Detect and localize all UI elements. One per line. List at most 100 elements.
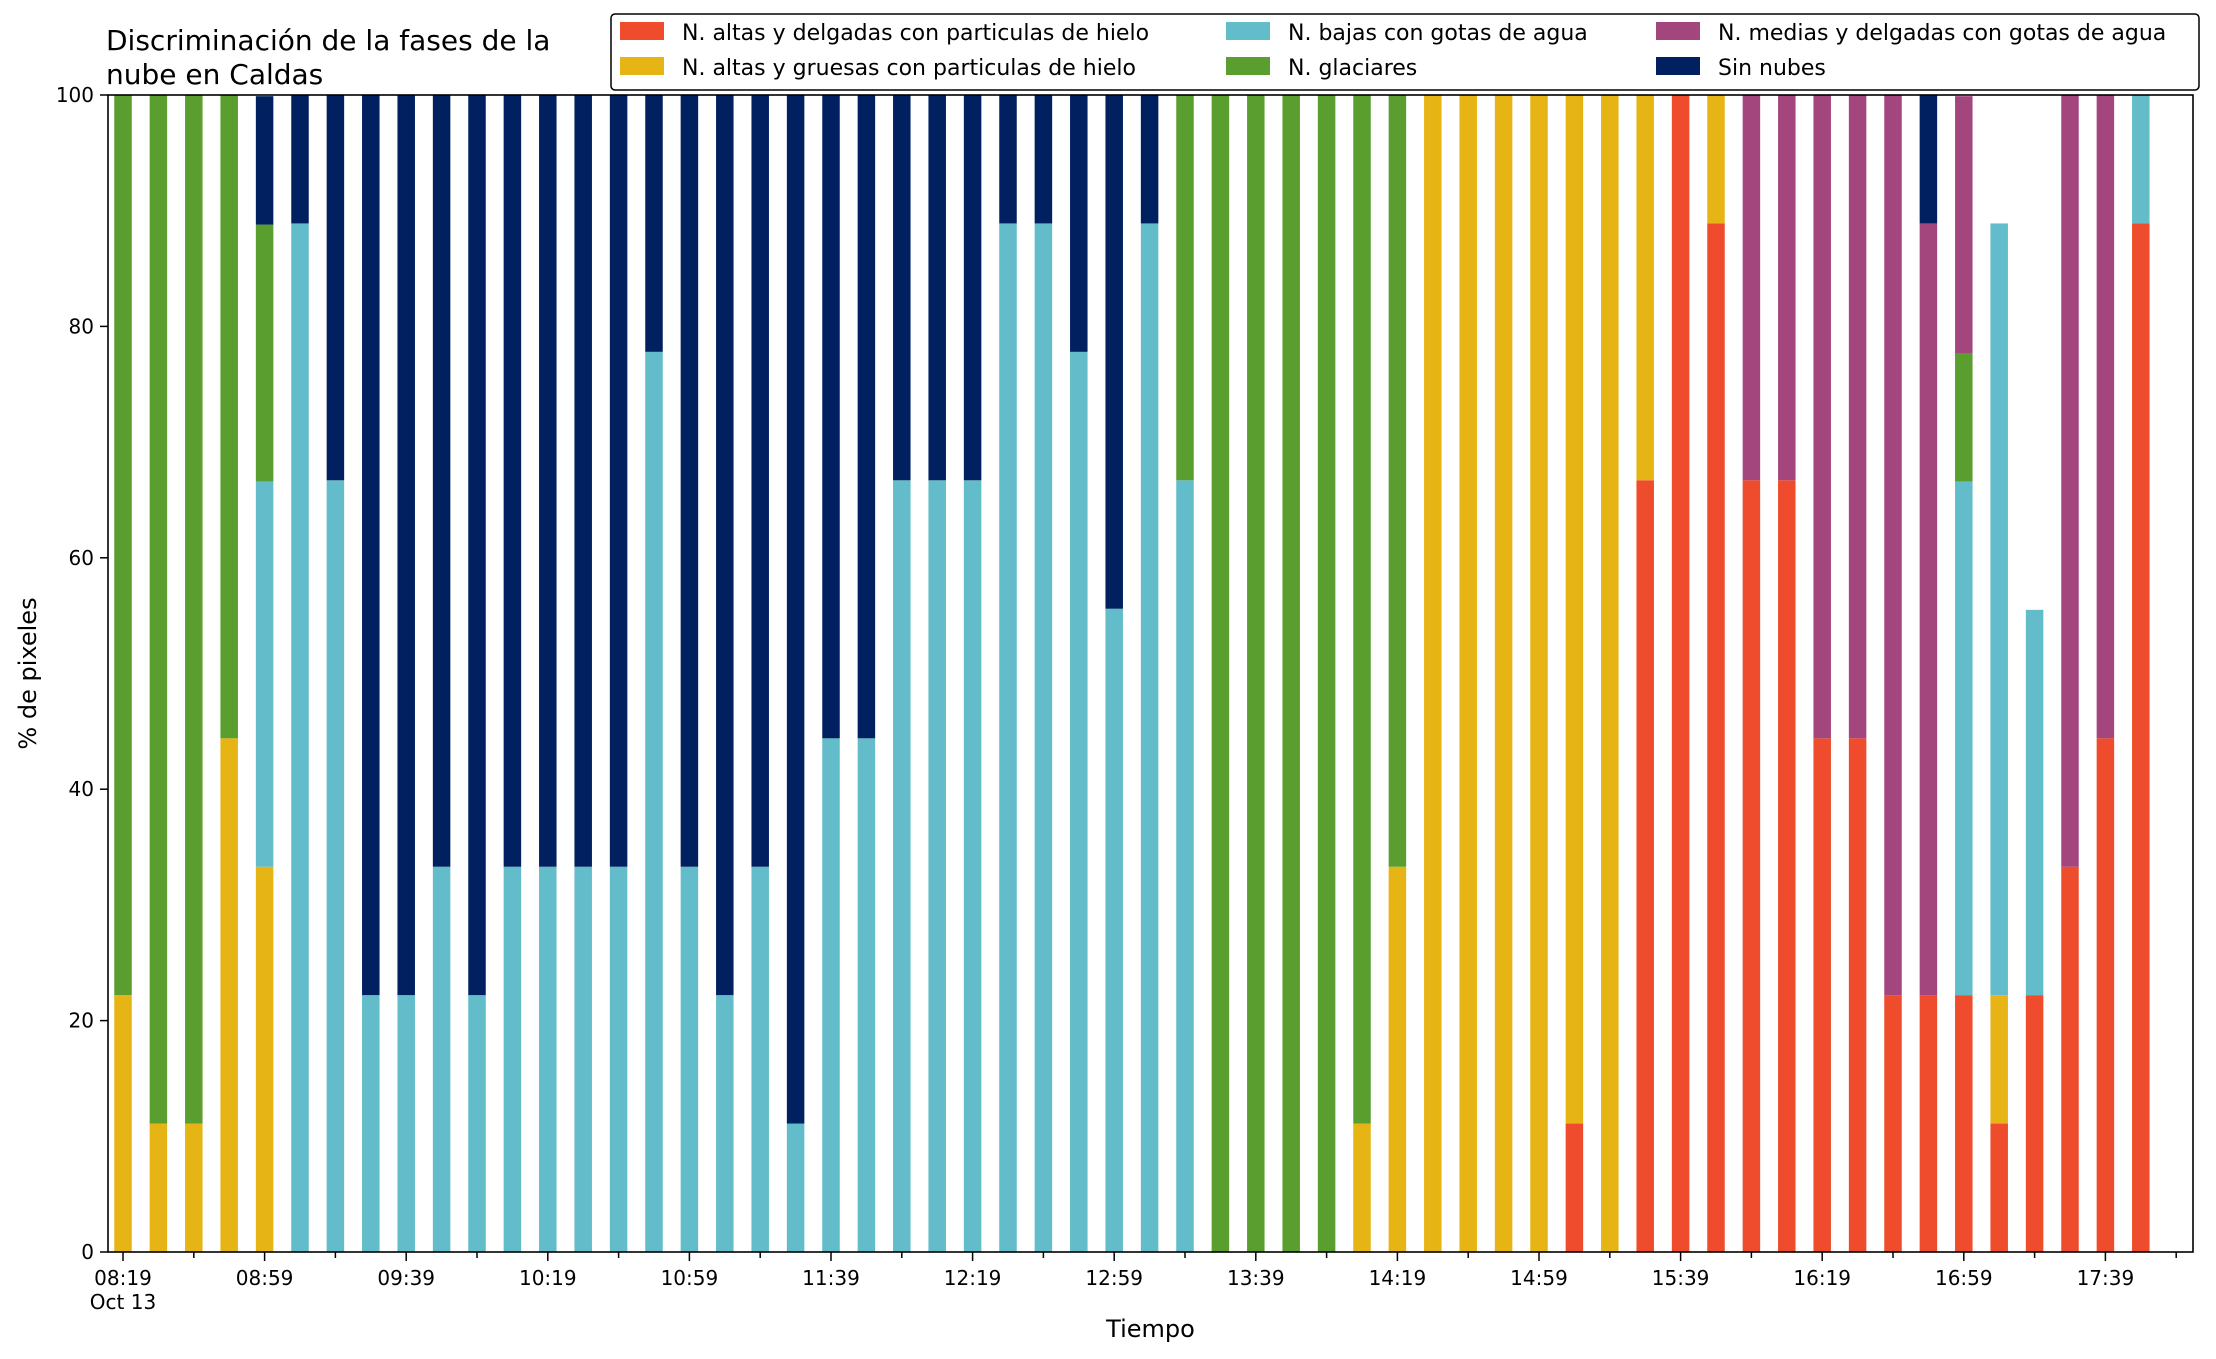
bar-segment [574, 95, 592, 867]
legend-swatch [1226, 22, 1270, 40]
x-tick-label: 10:59 [661, 1266, 719, 1290]
x-tick-label: 08:19 [94, 1266, 152, 1290]
bar-segment [1990, 223, 2008, 996]
bar-segment [291, 223, 309, 1253]
bar-segment [1140, 95, 1159, 224]
bar-segment [680, 95, 699, 867]
bar-segment [1530, 95, 1548, 1252]
legend-box [610, 13, 2200, 91]
bar-segment [1955, 96, 1973, 354]
x-tick-label: 11:39 [802, 1266, 860, 1290]
bars-group [114, 95, 2150, 1253]
bar-segment [1176, 95, 1194, 481]
y-tick-label: 40 [69, 777, 94, 801]
bar-segment [1742, 95, 1761, 481]
bar-segment [1601, 95, 1619, 1252]
legend-swatch [1226, 57, 1270, 75]
bar-segment [539, 95, 557, 867]
bar-segment [1034, 223, 1053, 1253]
bar-segment [1990, 995, 2008, 1124]
bar-segment [1919, 223, 1938, 996]
bar-segment [999, 95, 1017, 224]
bar-segment [432, 95, 451, 867]
y-tick-label: 0 [81, 1240, 94, 1264]
bar-segment [751, 95, 769, 867]
legend-label: N. altas y delgadas con particulas de hi… [682, 21, 1149, 46]
bar-segment [2132, 95, 2150, 224]
bar-segment [716, 95, 734, 996]
x-tick-label: 16:19 [1793, 1266, 1851, 1290]
x-tick-label: 14:19 [1369, 1266, 1427, 1290]
bar-segment [574, 866, 592, 1252]
bar-segment [928, 480, 946, 1252]
legend-swatch [620, 57, 664, 75]
y-tick-label: 80 [69, 314, 94, 338]
x-tick-label: 10:19 [519, 1266, 577, 1290]
bar-segment [1955, 995, 1973, 1252]
bar-segment [716, 995, 734, 1252]
bar-segment [2096, 95, 2115, 739]
bar-segment [114, 95, 132, 996]
bar-segment [468, 95, 486, 996]
bar-segment [751, 866, 769, 1252]
x-tick-label: 14:59 [1510, 1266, 1568, 1290]
bar-segment [1884, 95, 1902, 996]
legend-label: Sin nubes [1718, 56, 1826, 81]
bar-segment [893, 95, 911, 481]
bar-segment [220, 738, 238, 1252]
bar-segment [1424, 95, 1442, 1252]
bar-segment [291, 95, 309, 224]
bar-segment [1742, 480, 1761, 1252]
bar-segment [963, 95, 982, 481]
bar-segment [1813, 738, 1831, 1252]
bar-segment [1707, 95, 1725, 224]
bar-segment [645, 95, 663, 352]
bar-segment [822, 738, 840, 1252]
bar-segment [1282, 95, 1300, 1252]
x-tick-label: 13:39 [1227, 1266, 1285, 1290]
bar-segment [1848, 738, 1867, 1252]
bar-segment [1070, 95, 1088, 352]
bar-segment [1955, 353, 1973, 482]
bar-segment [362, 995, 380, 1252]
chart-title-line: Discriminación de la fases de la [106, 24, 550, 57]
bar-segment [609, 866, 628, 1252]
bar-segment [1955, 481, 1973, 996]
bar-segment [1353, 95, 1371, 1124]
bar-segment [326, 95, 345, 481]
bar-segment [185, 1123, 203, 1252]
bar-segment [468, 995, 486, 1252]
bar-segment [220, 95, 238, 739]
bar-segment [1919, 95, 1938, 224]
legend-swatch [1656, 57, 1700, 75]
bar-segment [786, 1123, 805, 1252]
bar-segment [1636, 95, 1654, 481]
legend-label: N. altas y gruesas con particulas de hie… [682, 56, 1136, 81]
bar-segment [1353, 1123, 1371, 1252]
bar-segment [539, 866, 557, 1252]
bar-segment [1034, 95, 1053, 224]
bar-segment [963, 480, 982, 1252]
bar-segment [1459, 95, 1477, 1252]
bar-segment [362, 95, 380, 996]
y-tick-label: 60 [69, 546, 94, 570]
bar-segment [1565, 95, 1584, 1124]
bar-segment [1317, 95, 1336, 1252]
bar-segment [1990, 1123, 2008, 1252]
bar-segment [2132, 223, 2150, 1253]
bar-segment [1211, 95, 1230, 1252]
legend-label: N. glaciares [1288, 56, 1417, 81]
x-date-label: Oct 13 [90, 1290, 156, 1314]
bar-segment [255, 866, 274, 1252]
x-tick-label: 09:39 [377, 1266, 435, 1290]
bar-segment [822, 95, 840, 739]
legend-label: N. bajas con gotas de agua [1288, 21, 1588, 46]
bar-segment [857, 95, 876, 739]
bar-segment [2025, 995, 2044, 1252]
bar-segment [114, 995, 132, 1252]
x-tick-label: 16:59 [1935, 1266, 1993, 1290]
x-axis-label: Tiempo [1105, 1315, 1195, 1343]
bar-segment [928, 95, 946, 481]
